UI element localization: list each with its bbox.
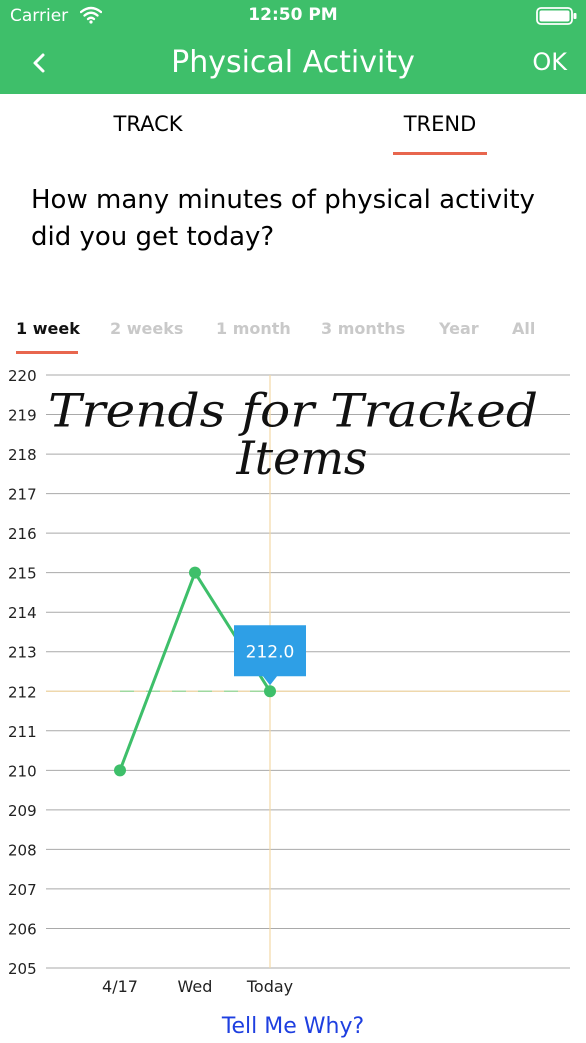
x-tick-label: Today [246,977,293,996]
nav-bar: Physical Activity OK [0,32,586,94]
tell-me-why-link[interactable]: Tell Me Why? [221,1014,365,1039]
back-button[interactable] [24,46,54,80]
question-text: How many minutes of physical activity di… [31,185,535,252]
range-selector: 1 week 2 weeks 1 month 3 months Year All [0,312,586,356]
value-marker-label: 212.0 [246,642,295,662]
tab-trend[interactable]: TREND [403,112,477,136]
y-tick-label: 210 [8,762,37,780]
data-point [264,685,276,698]
y-tick-label: 215 [8,565,37,583]
x-tick-label: Wed [178,977,213,996]
y-tick-label: 207 [8,881,37,899]
x-tick-label: 4/17 [102,977,138,996]
y-tick-label: 211 [8,723,37,741]
y-tick-label: 212 [8,683,37,701]
data-point [114,764,126,777]
track-trend-tabs: TRACK TREND [0,94,586,164]
y-tick-label: 213 [8,644,37,662]
range-3-months[interactable]: 3 months [321,319,406,338]
y-tick-label: 206 [8,920,37,938]
battery-icon [536,7,577,25]
chevron-left-icon [33,53,45,73]
range-year[interactable]: Year [439,319,479,338]
y-tick-label: 214 [8,604,37,622]
range-1-month[interactable]: 1 month [216,319,291,338]
status-time: 12:50 PM [248,5,338,25]
carrier-label: Carrier [10,6,69,26]
range-all[interactable]: All [512,319,536,338]
data-point [189,566,201,579]
annotation-line-1: Trends for Tracked [48,383,538,437]
y-tick-label: 218 [8,446,37,464]
y-tick-label: 220 [8,367,37,385]
range-1-week[interactable]: 1 week [16,319,80,338]
wifi-icon [80,6,102,24]
page-title: Physical Activity [171,45,415,80]
tab-track[interactable]: TRACK [113,112,183,136]
y-tick-label: 217 [8,486,37,504]
ok-button[interactable]: OK [532,48,567,76]
tab-selected-indicator [393,152,487,155]
range-2-weeks[interactable]: 2 weeks [110,319,184,338]
y-tick-label: 205 [8,960,37,978]
y-tick-label: 216 [8,525,37,543]
y-tick-label: 208 [8,841,37,859]
app-header: Carrier 12:50 PM Physical Activity OK [0,0,586,94]
y-tick-label: 219 [8,407,37,425]
status-bar: Carrier 12:50 PM [0,0,586,32]
y-tick-label: 209 [8,802,37,820]
range-selected-indicator [16,351,78,354]
trend-chart: 220 219 218 217 216 215 214 213 212 211 210 209 208 2… [8,367,570,996]
annotation-line-2: Items [235,431,367,485]
value-marker [234,625,306,686]
